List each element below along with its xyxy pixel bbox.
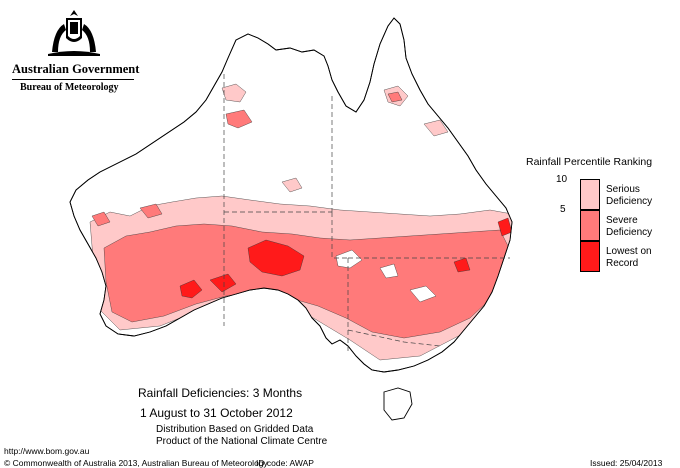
legend-label-lowest-line1: Lowest on [606,246,652,257]
map-title: Rainfall Deficiencies: 3 Months [138,386,303,400]
legend-title: Rainfall Percentile Ranking [526,156,653,168]
government-logo: Australian Government Bureau of Meteorol… [8,8,140,98]
logo-divider [12,79,134,80]
legend-tick-10: 10 [556,174,568,185]
legend-label-lowest: Lowest on Record [606,246,676,270]
legend-label-serious-line2: Deficiency [606,196,653,207]
footer-issued: Issued: 25/04/2013 [590,458,663,468]
bureau-name: Bureau of Meteorology [20,82,119,93]
footer-copyright: © Commonwealth of Australia 2013, Austra… [4,458,268,468]
map-subtitle-line1: Distribution Based on Gridded Data [156,424,314,435]
deficiency-shading [89,83,512,361]
map-period: 1 August to 31 October 2012 [140,406,293,420]
state-borders [223,74,510,352]
footer-id-code: ID code: AWAP [256,458,314,468]
legend-swatch-severe [580,210,600,241]
tasmania-outline [383,387,413,421]
legend-label-severe-line1: Severe [606,215,638,226]
legend-swatch-serious [580,179,600,210]
map-subtitle: Distribution Based on Gridded Data Produ… [156,424,327,448]
legend-label-lowest-line2: Record [606,258,639,269]
legend-tick-5: 5 [560,204,566,215]
footer-url: http://www.bom.gov.au [4,446,90,456]
government-name: Australian Government [12,62,140,76]
legend-label-severe-line2: Deficiency [606,227,653,238]
legend-swatch-lowest [580,241,600,272]
coat-of-arms-icon [48,10,100,56]
map-subtitle-line2: Product of the National Climate Centre [156,436,328,447]
legend-label-serious-line1: Serious [606,184,640,195]
legend-label-severe: Severe Deficiency [606,215,676,239]
legend-label-serious: Serious Deficiency [606,184,676,208]
